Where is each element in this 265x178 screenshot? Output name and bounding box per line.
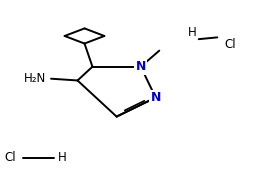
Text: N: N — [136, 60, 146, 73]
Text: Cl: Cl — [224, 38, 236, 51]
Text: H: H — [188, 25, 197, 39]
Text: H₂N: H₂N — [24, 72, 46, 85]
Text: Cl: Cl — [4, 151, 16, 164]
Text: H: H — [58, 151, 67, 164]
Text: N: N — [151, 91, 161, 104]
